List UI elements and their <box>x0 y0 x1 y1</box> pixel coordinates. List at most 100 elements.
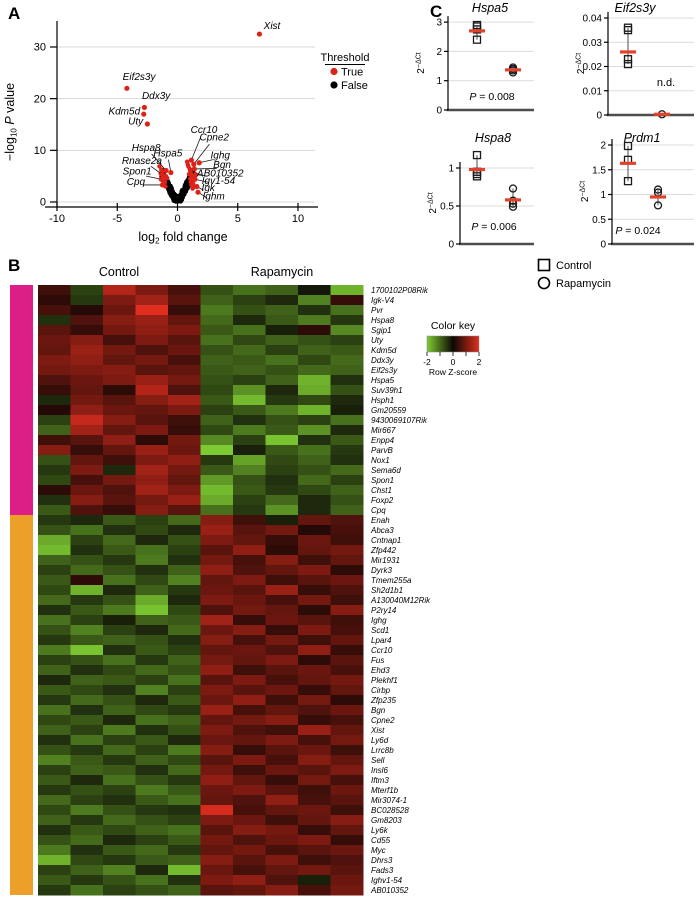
heatmap-gene-label: Dyrk3 <box>371 566 392 575</box>
heatmap-cell <box>298 605 331 616</box>
y-axis-title: 2−ΔCt <box>428 192 440 213</box>
heatmap-cell <box>298 395 331 406</box>
volcano-point-false <box>168 191 173 195</box>
heatmap-cell <box>103 615 136 626</box>
heatmap-gene-label: Hsph1 <box>371 396 394 405</box>
heatmap-cell <box>298 555 331 566</box>
legend-item-label: Rapamycin <box>556 278 611 290</box>
heatmap-cell <box>330 535 364 546</box>
heatmap-cell <box>233 595 266 606</box>
heatmap-cell <box>330 285 364 296</box>
heatmap-cell <box>103 805 136 816</box>
volcano-point-false <box>180 192 185 196</box>
heatmap-gene-label: Eif2s3y <box>371 366 398 375</box>
heatmap-cell <box>200 515 234 526</box>
volcano-point-true <box>159 172 166 178</box>
heatmap-cell <box>38 385 71 396</box>
volcano-point-false <box>185 186 189 190</box>
heatmap-cell <box>168 365 201 376</box>
heatmap-cell <box>200 545 234 556</box>
x-tick-label: 5 <box>235 213 241 225</box>
heatmap-cell <box>103 525 136 536</box>
p-value: P = 0.008 <box>469 91 514 103</box>
heatmap-cell <box>168 635 201 646</box>
heatmap-cell <box>168 465 201 476</box>
heatmap-cell <box>38 695 71 706</box>
heatmap-cell <box>168 535 201 546</box>
heatmap-cell <box>168 825 201 836</box>
heatmap-cell <box>200 705 234 716</box>
heatmap-cell <box>200 315 234 326</box>
heatmap-cell <box>70 605 104 616</box>
heatmap-gene-label: Sema6d <box>371 466 401 475</box>
volcano-point-false <box>173 195 177 199</box>
heatmap-gene-label: Lpar4 <box>371 636 392 645</box>
heatmap-gene-label: Iftm3 <box>371 776 389 785</box>
heatmap-cell <box>135 595 169 606</box>
heatmap-cell <box>70 765 104 776</box>
heatmap-cell <box>265 325 299 336</box>
heatmap-cell <box>265 885 299 896</box>
heatmap-cell <box>70 435 104 446</box>
color-key-gradient <box>426 335 480 353</box>
heatmap-cell <box>38 755 71 766</box>
volcano-point-false <box>176 194 181 199</box>
heatmap-cell <box>233 475 266 486</box>
heatmap-cell <box>265 605 299 616</box>
heatmap-cell <box>38 705 71 716</box>
heatmap-cell <box>168 675 201 686</box>
heatmap-cell <box>70 335 104 346</box>
heatmap-cell <box>233 535 266 546</box>
heatmap-cell <box>200 355 234 366</box>
heatmap-cell <box>70 815 104 826</box>
heatmap-cell <box>38 535 71 546</box>
volcano-point-false <box>176 198 180 203</box>
heatmap-cell <box>168 725 201 736</box>
heatmap-cell <box>168 285 201 296</box>
heatmap-cell <box>233 735 266 746</box>
control-point <box>623 141 633 151</box>
heatmap-cell <box>103 655 136 666</box>
heatmap-cell <box>38 785 71 796</box>
heatmap-cell <box>265 565 299 576</box>
heatmap-gene-label: Myc <box>371 846 386 855</box>
heatmap-gene-label: Lrrc8b <box>371 746 394 755</box>
heatmap-gene-label: Mir667 <box>371 426 396 435</box>
heatmap-gene-label: Mterf1b <box>371 786 399 795</box>
legend-title: Threshold <box>321 52 370 64</box>
color-key-title: Color key <box>431 320 476 332</box>
heatmap-cell <box>233 545 266 556</box>
label-connector <box>151 153 167 171</box>
heatmap-gene-label: Abca3 <box>370 526 394 535</box>
heatmap-cell <box>200 645 234 656</box>
heatmap-cell <box>135 695 169 706</box>
heatmap-cell <box>265 295 299 306</box>
heatmap-cell <box>70 885 104 896</box>
control-point <box>472 172 482 181</box>
heatmap-cell <box>265 785 299 796</box>
heatmap-cell <box>103 855 136 866</box>
gene-label: Hspa8 <box>132 143 161 154</box>
heatmap-cell <box>265 445 299 456</box>
heatmap-cell <box>38 555 71 566</box>
heatmap-cell <box>135 325 169 336</box>
heatmap-gene-label: Ddx3y <box>371 356 395 365</box>
heatmap-cell <box>38 775 71 786</box>
heatmap-cell <box>298 585 331 596</box>
heatmap-cell <box>168 495 201 506</box>
heatmap-cell <box>233 305 266 316</box>
qpcr-plots: 0 1 2 3 Hspa5 2−ΔCt P = 0.008 0 0.01 0.02 0.03 0.04… <box>416 1 694 290</box>
heatmap-cell <box>70 295 104 306</box>
heatmap-cell <box>168 785 201 796</box>
heatmap-cell <box>38 725 71 736</box>
heatmap-gene-label: Cpq <box>371 506 386 515</box>
heatmap-cell <box>38 635 71 646</box>
heatmap-cell <box>70 725 104 736</box>
y-axis-title: 2−ΔCt <box>416 52 428 73</box>
heatmap-cell <box>233 375 266 386</box>
heatmap-cell <box>330 715 364 726</box>
heatmap-cell <box>70 345 104 356</box>
y-tick-label: 1 <box>600 190 606 201</box>
heatmap-cell <box>135 785 169 796</box>
heatmap-cell <box>298 425 331 436</box>
